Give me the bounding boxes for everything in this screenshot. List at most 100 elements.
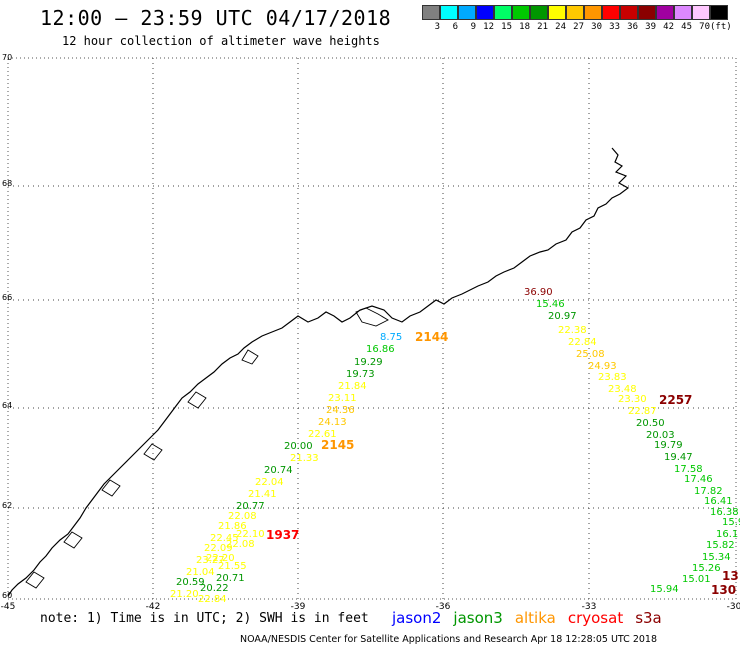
colorbar-label: 6	[452, 22, 458, 32]
colorbar-label: 70	[699, 22, 710, 32]
colorbar-label: 24	[555, 22, 566, 32]
colorbar-label: 15	[501, 22, 512, 32]
colorbar-swatch	[620, 5, 638, 20]
wave-height-value: 21.04	[186, 567, 215, 578]
wave-height-value: 21.20	[170, 589, 199, 600]
latitude-labels: 70 68 66 64 62 60	[2, 53, 12, 600]
wave-height-value: 20.97	[548, 311, 577, 322]
wave-height-value: 16.1	[716, 529, 738, 540]
colorbar-label: 18	[519, 22, 530, 32]
wave-height-value: 22.38	[558, 325, 587, 336]
wave-height-value: 22.84	[198, 594, 227, 605]
wave-height-value: 23.48	[608, 384, 637, 395]
colorbar	[422, 5, 728, 20]
track-left-values: 8.7516.8619.2919.7321.8423.1124.3624.132…	[170, 332, 402, 605]
latitude-label: 70	[2, 53, 12, 62]
wave-height-value: 22.04	[255, 477, 284, 488]
pass-time-label: 2144	[415, 330, 448, 344]
colorbar-swatch	[512, 5, 530, 20]
colorbar-swatch	[674, 5, 692, 20]
page-subtitle: 12 hour collection of altimeter wave hei…	[62, 34, 380, 48]
longitude-labels: -45 -42 -39 -36 -33 -30	[1, 602, 740, 612]
graticule	[8, 58, 736, 599]
colorbar-label: (ft)	[710, 22, 732, 32]
wave-height-value: 20.77	[236, 501, 265, 512]
colorbar-label: 42	[663, 22, 674, 32]
wave-height-value: 21.84	[338, 381, 367, 392]
wave-height-value: 21.55	[218, 561, 247, 572]
wave-height-value: 23.27	[196, 555, 225, 566]
colorbar-swatch	[638, 5, 656, 20]
longitude-label: -36	[436, 602, 451, 612]
pass-time-label: 130	[711, 583, 736, 597]
pass-time-label: 2145	[321, 438, 354, 452]
colorbar-swatch	[656, 5, 674, 20]
longitude-label: -39	[291, 602, 306, 612]
colorbar-swatch	[458, 5, 476, 20]
colorbar-label: 45	[681, 22, 692, 32]
colorbar-swatch	[548, 5, 566, 20]
wave-height-value: 22.87	[628, 406, 657, 417]
colorbar-label: 39	[645, 22, 656, 32]
longitude-label: -30	[727, 602, 740, 612]
colorbar-swatch	[584, 5, 602, 20]
colorbar-swatch	[710, 5, 728, 20]
wave-height-value: 24.13	[318, 417, 347, 428]
satellite-legend: jason2 jason3 altika cryosat s3a	[392, 609, 674, 627]
wave-height-value: 16.38	[710, 507, 739, 518]
legend-jason2: jason2	[392, 609, 442, 627]
latitude-label: 62	[2, 501, 12, 510]
wave-height-value: 22.08	[226, 539, 255, 550]
wave-height-value: 19.29	[354, 357, 383, 368]
wave-height-value: 19.79	[654, 440, 683, 451]
legend-altika: altika	[514, 609, 556, 627]
wave-height-value: 17.46	[684, 474, 713, 485]
wave-height-value: 25.08	[576, 349, 605, 360]
wave-height-value: 15.26	[692, 563, 721, 574]
wave-height-value: 21.33	[290, 453, 319, 464]
wave-height-value: 19.47	[664, 452, 693, 463]
pass-time-label: 1937	[266, 528, 299, 542]
colorbar-swatch	[422, 5, 440, 20]
wave-height-value: 20.03	[646, 430, 675, 441]
wave-height-value: 15.01	[682, 574, 711, 585]
footnote-units: note: 1) Time is in UTC; 2) SWH is in fe…	[40, 611, 369, 626]
wave-height-value: 22.45	[210, 533, 239, 544]
wave-height-value: 22.84	[568, 337, 597, 348]
wave-height-value: 22.61	[308, 429, 337, 440]
longitude-label: -33	[582, 602, 597, 612]
wave-height-value: 36.90	[524, 287, 553, 298]
colorbar-label: 36	[627, 22, 638, 32]
colorbar-label: 9	[470, 22, 476, 32]
longitude-label: -42	[146, 602, 161, 612]
page-title: 12:00 – 23:59 UTC 04/17/2018	[40, 6, 392, 30]
latitude-label: 60	[2, 591, 12, 600]
latitude-label: 68	[2, 179, 12, 188]
colorbar-swatch	[566, 5, 584, 20]
wave-height-value: 17.82	[694, 486, 723, 497]
greenland-coastline	[7, 147, 630, 597]
legend-s3a: s3a	[635, 609, 662, 627]
colorbar-labels: 3 6 9 12 15 18 21 24 27 30 33 36 39 42 45 70 (ft)	[422, 22, 732, 32]
colorbar-label: 3	[434, 22, 440, 32]
wave-height-value: 23.83	[598, 372, 627, 383]
wave-height-value: 16.41	[704, 496, 733, 507]
wave-height-value: 22.09	[204, 543, 233, 554]
colorbar-swatch	[476, 5, 494, 20]
legend-jason3: jason3	[453, 609, 503, 627]
legend-cryosat: cryosat	[567, 609, 624, 627]
wave-height-value: 20.50	[636, 418, 665, 429]
wave-height-value: 24.93	[588, 361, 617, 372]
longitude-label: -45	[1, 602, 16, 612]
wave-height-value: 23.30	[618, 394, 647, 405]
colorbar-swatch	[494, 5, 512, 20]
colorbar-swatch	[440, 5, 458, 20]
wave-height-value: 15.82	[706, 540, 735, 551]
wave-height-value: 20.74	[264, 465, 293, 476]
wave-height-value: 16.86	[366, 344, 395, 355]
latitude-label: 66	[2, 293, 12, 302]
pass-time-label: 13	[722, 569, 739, 583]
latitude-label: 64	[2, 401, 12, 410]
wave-height-value: 20.59	[176, 577, 205, 588]
